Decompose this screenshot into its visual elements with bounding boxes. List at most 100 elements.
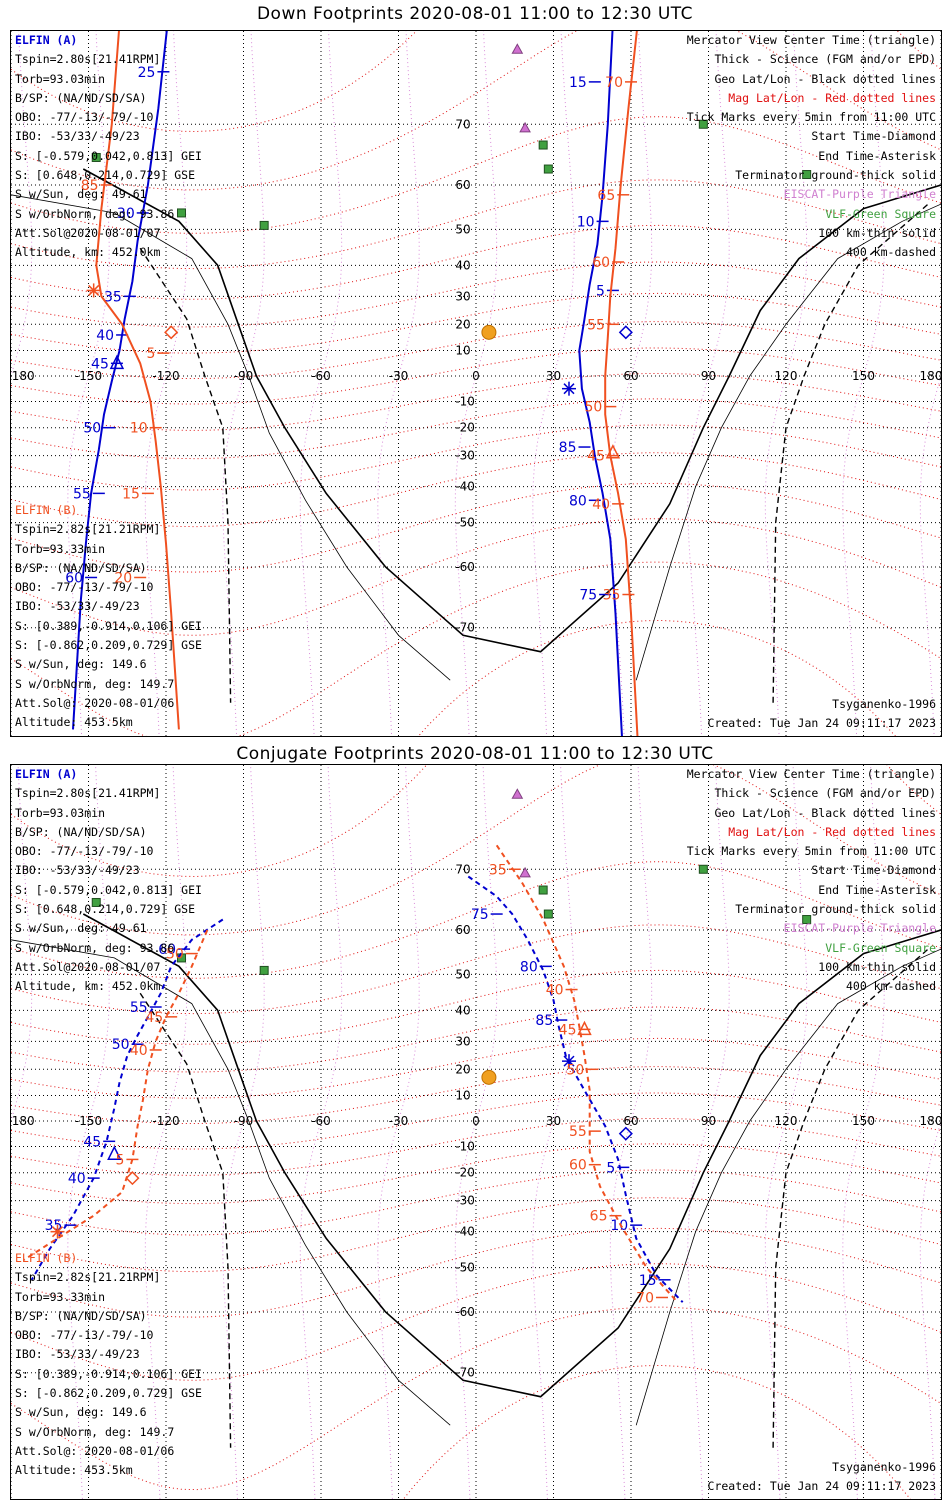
- created-timestamp: Created: Tue Jan 24 09:11:17 2023: [707, 716, 936, 731]
- y-tick-label: 30: [455, 289, 470, 303]
- time-tick-label: 35: [603, 588, 621, 604]
- conj-elfin-a-info: ELFIN (A) Tspin=2.80s[21.41RPM] Torb=93.…: [15, 765, 202, 997]
- vlf-site-square: [538, 885, 548, 895]
- legend-entry: VLF-Green Square: [825, 206, 936, 221]
- terminator-400km-line: [139, 247, 232, 703]
- eiscat-site-triangle: [511, 788, 524, 799]
- time-tick-label: 70: [605, 75, 623, 91]
- terminator-100km-line: [635, 948, 941, 1426]
- mag-lon-line: [764, 31, 808, 736]
- time-tick-label: 25: [138, 65, 156, 81]
- time-tick-label: 80: [520, 959, 538, 975]
- time-tick-label: 60: [158, 942, 176, 958]
- terminator-ground-line: [82, 913, 941, 1398]
- conjugate-footprints-panel: Conjugate Footprints 2020-08-01 11:00 to…: [0, 740, 950, 1500]
- time-tick-label: 70: [636, 1290, 654, 1306]
- conj-map-frame: -180 -150 -120 -90 -60 -30 0 30 60 90 120 150 180 -70…: [10, 764, 942, 1500]
- x-tick-label: -90: [234, 369, 254, 383]
- y-tick-label: 60: [455, 923, 470, 937]
- y-tick-label: -20: [455, 1166, 475, 1180]
- x-tick-label: 30: [546, 1114, 561, 1128]
- x-tick-label: 60: [623, 369, 638, 383]
- y-tick-label: 50: [455, 967, 470, 981]
- y-tick-label: -10: [455, 394, 475, 408]
- time-tick-label: 75: [579, 588, 597, 604]
- legend-entry: EISCAT-Purple Triangle: [783, 187, 936, 202]
- center-time-triangle: [577, 1020, 592, 1036]
- down-elfin-a-line: Tspin=2.80s[21.41RPM]: [15, 52, 161, 67]
- y-tick-label: 10: [455, 344, 470, 358]
- down-elfin-b-line: Altitude: 453.5km: [15, 715, 133, 730]
- time-tick-label: 45: [559, 1022, 577, 1038]
- time-tick-label: 85: [535, 1013, 553, 1029]
- conj-elfin-b-line: Att.Sol@: 2020-08-01/06: [15, 1443, 175, 1458]
- y-tick-label: -70: [455, 1366, 475, 1380]
- down-elfin-a-line: IBO: -53/33/-49/23: [15, 129, 140, 144]
- mag-lon-line: [532, 765, 575, 1499]
- x-tick-label: 150: [852, 1114, 875, 1128]
- legend-entry: Tick Marks every 5min from 11:00 UTC: [686, 110, 936, 125]
- end-time-asterisk: [562, 381, 576, 396]
- time-tick-label: 5: [596, 283, 605, 299]
- vlf-site-square: [802, 170, 812, 180]
- vlf-site-square: [698, 864, 708, 874]
- legend-entry: Terminator ground-thick solid: [735, 168, 936, 183]
- conj-map-chart: -180 -150 -120 -90 -60 -30 0 30 60 90 120 150 180 -70…: [11, 765, 941, 1499]
- down-map-chart: -180 -150 -120 -90 -60 -30 0 30 60 90 120 150 180 -70…: [11, 31, 941, 736]
- time-tick-label: 45: [83, 1134, 101, 1150]
- vlf-site-square: [698, 119, 708, 129]
- mag-lat-line: [11, 1118, 941, 1176]
- mag-lon-line: [299, 31, 343, 736]
- legend-entry: EISCAT-Purple Triangle: [783, 921, 936, 936]
- time-tick-label: 40: [68, 1171, 86, 1187]
- time-tick-label: 50: [112, 1037, 130, 1053]
- x-tick-label: 120: [775, 369, 798, 383]
- down-elfin-b-line: Att.Sol@: 2020-08-01/06: [15, 695, 175, 710]
- down-footer: Tsyganenko-1996 Created: Tue Jan 24 09:1…: [708, 695, 936, 734]
- conj-elfin-a-line: S w/OrbNorm, deg: 93.86: [15, 940, 175, 955]
- time-tick-label: 60: [569, 1158, 587, 1174]
- mag-lat-line: [11, 261, 941, 328]
- time-tick-label: 15: [122, 486, 140, 502]
- legend-entry: 100 km-thin solid: [818, 225, 936, 240]
- legend-entry: Start Time-Diamond: [811, 863, 936, 878]
- down-footprints-panel: Down Footprints 2020-08-01 11:00 to 12:3…: [0, 0, 950, 740]
- down-elfin-b-line: IBO: -53/33/-49/23: [15, 599, 140, 614]
- end-time-asterisk: [562, 1054, 576, 1069]
- time-tick-label: 40: [546, 983, 564, 999]
- elfin-a-track-2: [578, 31, 623, 736]
- y-tick-label: 20: [455, 317, 470, 331]
- conj-elfin-a-line: S: [0.648,0.214,0.729] GSE: [15, 902, 196, 917]
- mag-lat-line: [11, 1006, 941, 1073]
- legend-entry: Mercator View Center Time (triangle): [686, 33, 936, 47]
- mag-lon-line: [222, 765, 265, 1499]
- time-tick-label: 75: [471, 907, 489, 923]
- x-tick-label: -30: [389, 369, 409, 383]
- down-elfin-b-info: ELFIN (B) Tspin=2.82s[21.21RPM] Torb=93.…: [15, 501, 202, 733]
- x-tick-label: -120: [152, 1114, 179, 1128]
- conj-elfin-a-line: S: [-0.579,0.042,0.813] GEI: [15, 882, 202, 897]
- start-time-diamond: [125, 1171, 140, 1186]
- conj-elfin-a-line: S w/Sun, deg: 49.61: [15, 921, 147, 936]
- down-elfin-a-line: S w/Sun, deg: 49.61: [15, 187, 147, 202]
- elfin-b-track: [23, 929, 209, 1261]
- start-time-diamond: [164, 325, 179, 340]
- down-elfin-a-line: S w/OrbNorm, deg: 93.86: [15, 206, 175, 221]
- x-tick-label: 60: [623, 1114, 638, 1128]
- time-tick-label: 10: [610, 1218, 628, 1234]
- mag-lon-line: [299, 765, 343, 1499]
- conj-elfin-a-line: OBO: -77/-13/-79/-10: [15, 844, 154, 859]
- conj-elfin-b-line: B/SP: (NA/ND/SD/SA): [15, 1308, 147, 1323]
- y-tick-label: -50: [455, 516, 475, 530]
- time-tick-label: 35: [489, 862, 507, 878]
- conj-elfin-b-line: Torb=93.33min: [15, 1289, 106, 1304]
- y-tick-label: -30: [455, 1194, 475, 1208]
- elfin-b-track-2: [495, 844, 679, 1303]
- x-tick-label: 0: [472, 369, 480, 383]
- down-elfin-b-line: S w/OrbNorm, deg: 149.7: [15, 676, 175, 691]
- x-tick-label: -120: [152, 369, 179, 383]
- legend-entry: End Time-Asterisk: [818, 148, 936, 163]
- time-tick-label: 55: [73, 486, 91, 502]
- start-time-diamond: [618, 1126, 633, 1141]
- terminator-100km-line: [635, 203, 941, 681]
